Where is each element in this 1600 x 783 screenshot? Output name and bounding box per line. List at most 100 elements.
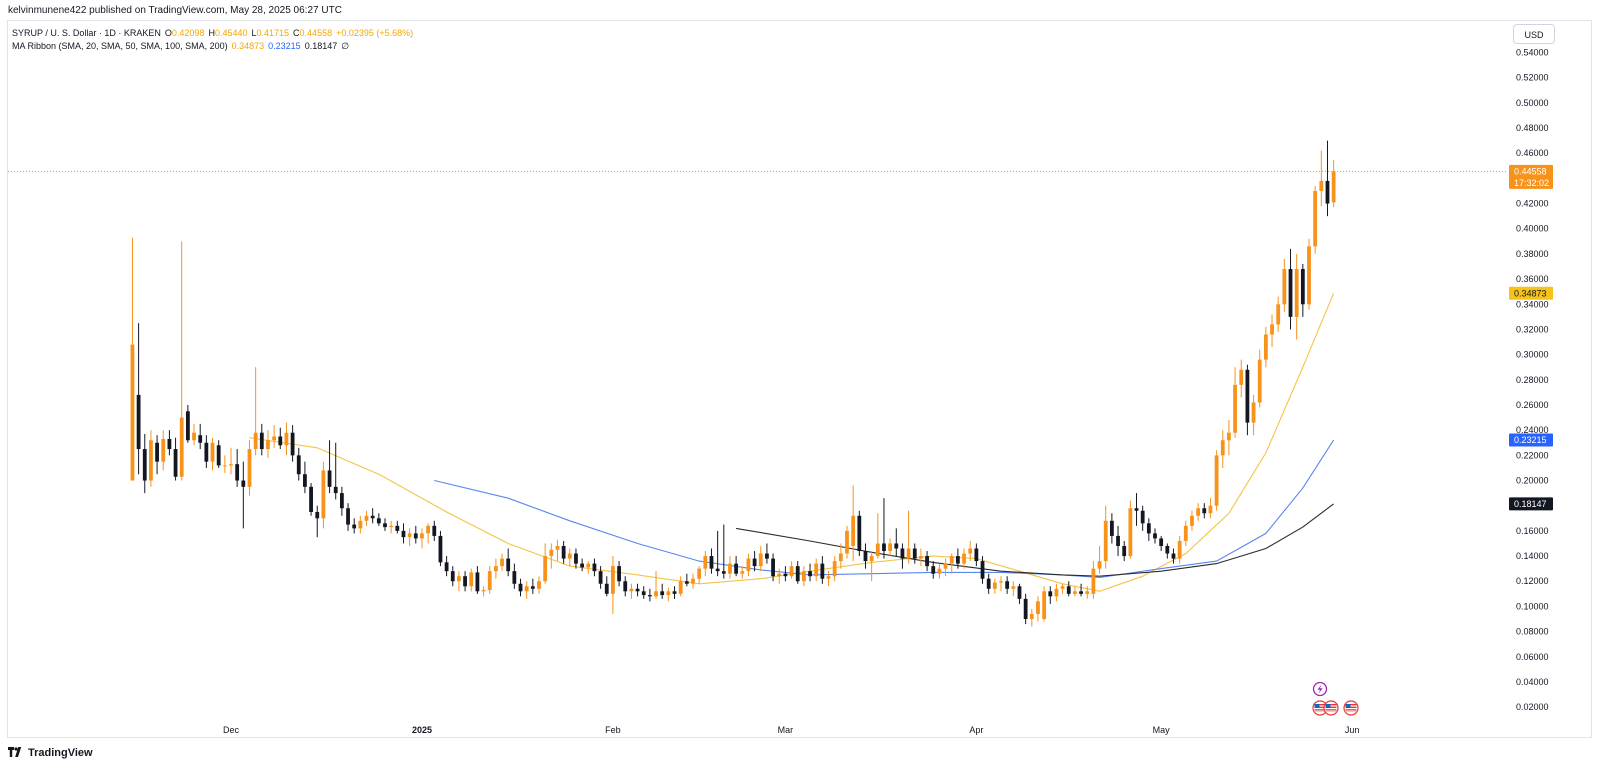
- candle: [623, 576, 628, 597]
- candle: [758, 545, 763, 572]
- candle: [795, 561, 800, 584]
- candle: [309, 483, 313, 516]
- candle: [229, 447, 233, 475]
- price-tick-label: 0.16000: [1516, 526, 1549, 536]
- candle: [567, 548, 572, 567]
- price-tick-label: 0.40000: [1516, 224, 1549, 234]
- candle: [894, 528, 899, 557]
- lightning-event-icon[interactable]: [1312, 681, 1328, 697]
- candle: [444, 556, 449, 577]
- change-value: +0.02395 (+5.68%): [336, 28, 414, 38]
- price-tick-label: 0.26000: [1516, 400, 1549, 410]
- symbol-row[interactable]: SYRUP / U. S. Dollar · 1D · KRAKEN O0.42…: [12, 27, 413, 40]
- ma-line-ma20: [249, 293, 1335, 592]
- candle: [654, 571, 658, 599]
- price-tick-label: 0.10000: [1516, 601, 1549, 611]
- candle: [1023, 593, 1028, 625]
- candle: [457, 571, 461, 592]
- time-tick-label: Mar: [778, 725, 794, 735]
- price-tick-label: 0.30000: [1516, 350, 1549, 360]
- candle: [1128, 500, 1133, 559]
- tradingview-logo[interactable]: TradingView: [8, 746, 93, 760]
- candle: [130, 237, 135, 481]
- candle: [647, 588, 652, 602]
- candle: [715, 530, 720, 577]
- chart-frame: [7, 20, 1592, 738]
- candle: [1251, 394, 1256, 436]
- candle: [1270, 314, 1274, 348]
- candle: [1097, 545, 1102, 574]
- symbol-name[interactable]: SYRUP / U. S. Dollar · 1D · KRAKEN: [12, 28, 161, 38]
- candle: [241, 461, 246, 529]
- us-flag-event-icon[interactable]: [1323, 700, 1339, 716]
- candle: [919, 548, 923, 567]
- candle: [1294, 253, 1299, 340]
- candle: [235, 449, 240, 487]
- candle: [161, 430, 166, 471]
- indicator-name[interactable]: MA Ribbon (SMA, 20, SMA, 50, SMA, 100, S…: [12, 41, 228, 51]
- candle: [580, 558, 585, 572]
- price-axis[interactable]: 0.02000 0.04000 0.06000 0.08000 0.10000 0.120…: [1516, 48, 1549, 713]
- currency-selector[interactable]: USD: [1513, 24, 1555, 44]
- candle: [943, 558, 948, 577]
- candle: [666, 587, 671, 602]
- event-markers[interactable]: [1312, 681, 1359, 716]
- candle: [931, 561, 936, 579]
- candle: [882, 498, 886, 559]
- candle: [537, 576, 541, 594]
- time-tick-label: 2025: [412, 725, 432, 735]
- candle: [1300, 263, 1305, 317]
- candle: [777, 568, 782, 584]
- price-tag-value: 0.23215: [1514, 435, 1547, 445]
- candle: [561, 540, 566, 564]
- candle: [1319, 150, 1324, 207]
- candle: [783, 566, 788, 582]
- candle: [555, 539, 560, 562]
- candle: [543, 543, 548, 584]
- candle: [364, 510, 369, 526]
- candle: [765, 543, 769, 564]
- open-label: O: [164, 28, 172, 38]
- candle: [463, 571, 467, 592]
- price-tag-ma20: 0.34873: [1509, 286, 1553, 300]
- candle: [253, 367, 258, 456]
- us-flag-event-icon[interactable]: [1343, 700, 1359, 716]
- candle: [1208, 498, 1213, 519]
- price-tick-label: 0.12000: [1516, 576, 1549, 586]
- time-axis[interactable]: Dec 2025 Feb Mar Apr May Jun: [223, 725, 1359, 735]
- candle: [789, 561, 794, 579]
- candle: [327, 440, 332, 494]
- candle: [721, 524, 726, 579]
- candle: [801, 566, 806, 587]
- candle: [1140, 505, 1145, 531]
- candle: [1091, 561, 1096, 599]
- candle: [450, 566, 455, 587]
- candle: [167, 430, 172, 456]
- candle: [506, 548, 511, 577]
- price-tick-label: 0.42000: [1516, 199, 1549, 209]
- candle: [493, 558, 498, 579]
- candle: [691, 573, 695, 589]
- candle: [586, 561, 591, 574]
- candle: [604, 576, 609, 597]
- price-tag-ma50: 0.23215: [1509, 433, 1553, 447]
- candle: [413, 525, 418, 544]
- candle: [1171, 548, 1176, 564]
- tradingview-logo-text: TradingView: [28, 747, 93, 759]
- candle: [155, 435, 159, 475]
- candle: [179, 241, 184, 481]
- price-tags: 0.44558 17:32:02 0.34873 0.23215 0.18147: [1509, 164, 1553, 511]
- chart-legend: SYRUP / U. S. Dollar · 1D · KRAKEN O0.42…: [12, 27, 413, 53]
- indicator-row[interactable]: MA Ribbon (SMA, 20, SMA, 50, SMA, 100, S…: [12, 40, 413, 53]
- candle: [955, 548, 960, 569]
- candle: [746, 553, 751, 577]
- candle: [136, 323, 141, 475]
- price-tick-label: 0.04000: [1516, 677, 1549, 687]
- candle: [475, 566, 480, 594]
- ma50-value: 0.23215: [268, 41, 301, 51]
- candle: [1190, 510, 1194, 531]
- candle: [1029, 608, 1034, 627]
- candle: [216, 440, 221, 468]
- candle: [1060, 583, 1065, 594]
